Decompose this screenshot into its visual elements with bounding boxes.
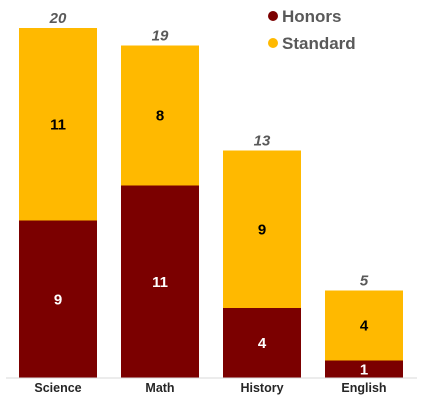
data-label-standard-english: 4 [360,318,369,335]
data-label-standard-history: 9 [258,221,266,238]
data-label-honors-science: 9 [54,291,62,308]
legend: Honors Standard [268,7,356,53]
total-label-history: 13 [254,133,271,150]
legend-marker-standard [268,38,278,48]
legend-label-honors: Honors [282,7,342,26]
bar-honors-english [325,360,403,378]
bars-group: 9 11 20 11 8 19 4 9 13 1 4 5 [19,10,403,378]
legend-marker-honors [268,11,278,21]
x-axis-ticks: Science Math History English [34,381,386,395]
total-label-math: 19 [152,28,169,45]
bar-honors-science [19,220,97,378]
bar-standard-science [19,28,97,221]
total-label-english: 5 [360,273,369,290]
x-tick-label-history: History [240,381,283,395]
legend-label-standard: Standard [282,34,356,53]
bar-honors-math [121,185,199,378]
total-label-science: 20 [49,10,67,27]
x-tick-label-science: Science [34,381,81,395]
data-label-honors-english: 1 [360,361,368,378]
x-tick-label-english: English [341,381,386,395]
data-label-honors-math: 11 [152,274,168,291]
data-label-standard-science: 11 [50,116,66,133]
bar-standard-math [121,45,199,186]
bar-standard-english [325,290,403,361]
bar-standard-history [223,150,301,308]
x-tick-label-math: Math [145,381,174,395]
bar-honors-history [223,308,301,378]
data-label-honors-history: 4 [258,335,267,352]
data-label-standard-math: 8 [156,108,164,125]
